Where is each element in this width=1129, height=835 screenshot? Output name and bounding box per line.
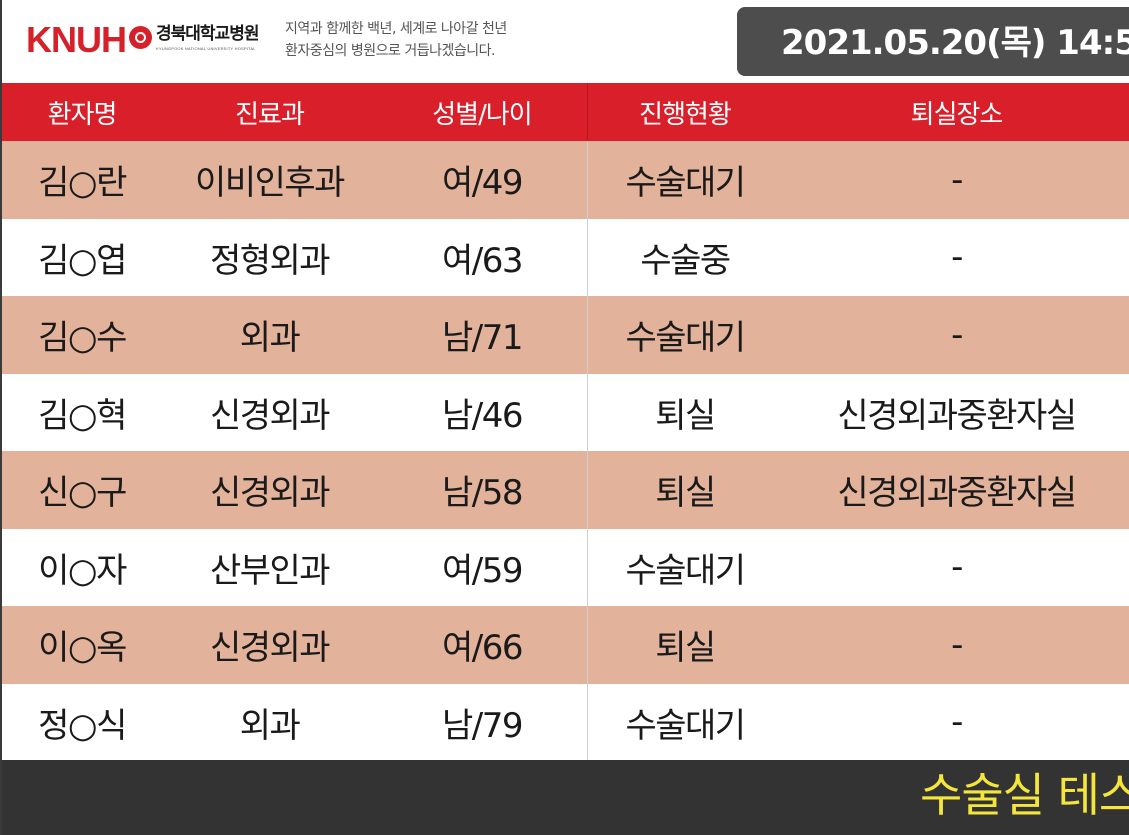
sex-age-cell: 남/46	[442, 395, 524, 436]
status-cell: 수술대기	[587, 141, 782, 219]
logo-subtitle: KYUNGPOOK NATIONAL UNIVERSITY HOSPITAL	[156, 46, 256, 51]
status-cell: 퇴실	[587, 373, 782, 451]
column-header-discharge-place: 퇴실장소	[910, 99, 1004, 130]
slogan-line-2: 환자중심의 병원으로 거듭나겠습니다.	[285, 43, 495, 59]
status-cell: 수술대기	[587, 683, 782, 761]
status-cell: 수술중	[587, 218, 782, 296]
discharge-place-cell: 신경외과중환자실	[837, 395, 1077, 436]
patient-name-cell: 김○엽	[38, 240, 127, 281]
patient-name-cell: 정○식	[38, 705, 127, 746]
department-cell: 신경외과	[209, 395, 331, 436]
patient-name-cell: 이○옥	[38, 628, 127, 669]
discharge-place-cell: -	[951, 237, 963, 278]
department-cell: 외과	[239, 318, 301, 359]
column-header-sex-age: 성별/나이	[432, 99, 532, 130]
status-cell: 퇴실	[587, 606, 782, 684]
logo-name: 경북대학교병원	[156, 24, 259, 44]
department-cell: 산부인과	[209, 550, 331, 591]
datetime-display: 2021.05.20(목) 14:57	[737, 7, 1129, 76]
department-cell: 이비인후과	[195, 163, 345, 204]
header: KNUH 경북대학교병원 KYUNGPOOK NATIONAL UNIVERSI…	[2, 0, 1129, 83]
column-header-status: 진행현황	[587, 83, 782, 141]
patient-name-cell: 김○혁	[38, 395, 127, 436]
ticker-text: 수술실 테스	[920, 768, 1129, 822]
patient-name-cell: 이○자	[38, 550, 127, 591]
emblem-icon	[129, 26, 152, 49]
slogan: 지역과 함께한 백년, 세계로 나아갈 천년 환자중심의 병원으로 거듭나겠습니…	[285, 18, 507, 62]
table-row: 이○옥 신경외과 여/66 퇴실 -	[2, 606, 1129, 684]
sex-age-cell: 여/63	[442, 240, 524, 281]
sex-age-cell: 남/58	[442, 473, 524, 514]
discharge-place-cell: -	[951, 702, 963, 743]
table-row: 김○수 외과 남/71 수술대기 -	[2, 296, 1129, 374]
hospital-logo: KNUH 경북대학교병원 KYUNGPOOK NATIONAL UNIVERSI…	[26, 19, 259, 62]
patient-name-cell: 신○구	[38, 473, 127, 514]
table-row: 김○혁 신경외과 남/46 퇴실 신경외과중환자실	[2, 373, 1129, 451]
column-header-patient-name: 환자명	[47, 99, 118, 130]
sex-age-cell: 여/59	[442, 550, 524, 591]
table-header: 환자명 진료과 성별/나이 진행현황 퇴실장소	[2, 83, 1129, 141]
department-cell: 외과	[239, 705, 301, 746]
discharge-place-cell: -	[951, 159, 963, 200]
logo-mark: KNUH	[26, 19, 127, 60]
status-cell: 퇴실	[587, 451, 782, 529]
patient-name-cell: 김○수	[38, 318, 127, 359]
department-cell: 정형외과	[209, 240, 331, 281]
sex-age-cell: 여/66	[442, 628, 524, 669]
sex-age-cell: 남/71	[442, 318, 524, 359]
table-row: 신○구 신경외과 남/58 퇴실 신경외과중환자실	[2, 451, 1129, 529]
discharge-place-cell: -	[951, 624, 963, 665]
discharge-place-cell: -	[951, 314, 963, 355]
status-cell: 수술대기	[587, 528, 782, 606]
sex-age-cell: 여/49	[442, 163, 524, 204]
status-cell: 수술대기	[587, 296, 782, 374]
column-header-department: 진료과	[235, 99, 305, 130]
discharge-place-cell: -	[951, 547, 963, 588]
table-row: 김○란 이비인후과 여/49 수술대기 -	[2, 141, 1129, 219]
department-cell: 신경외과	[209, 473, 331, 514]
table-row: 김○엽 정형외과 여/63 수술중 -	[2, 218, 1129, 296]
patient-status-table: 환자명 진료과 성별/나이 진행현황 퇴실장소 김○란 이비인후과 여/49 수…	[2, 83, 1129, 761]
sex-age-cell: 남/79	[442, 705, 524, 746]
slogan-line-1: 지역과 함께한 백년, 세계로 나아갈 천년	[285, 21, 507, 37]
patient-name-cell: 김○란	[38, 163, 127, 204]
table-row: 이○자 산부인과 여/59 수술대기 -	[2, 528, 1129, 606]
department-cell: 신경외과	[209, 628, 331, 669]
footer-ticker-bar: 수술실 테스	[2, 760, 1129, 835]
table-row: 정○식 외과 남/79 수술대기 -	[2, 683, 1129, 761]
discharge-place-cell: 신경외과중환자실	[837, 473, 1077, 514]
